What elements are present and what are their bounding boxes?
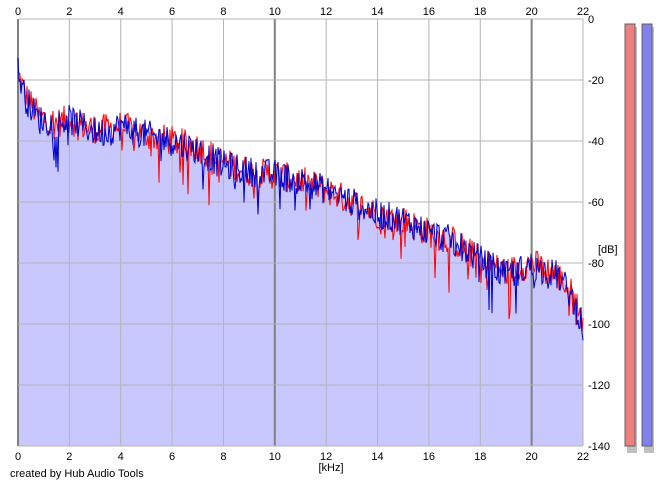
x-tick-label-bottom: 22 [577,451,589,463]
y-tick-label: -20 [588,75,604,87]
x-tick-label-top: 8 [220,6,226,18]
x-tick-label-top: 2 [66,6,72,18]
series-line-2 [17,57,584,341]
series-lines [17,57,584,341]
x-tick-label-top: 10 [269,6,281,18]
x-tick-label-bottom: 16 [423,451,435,463]
y-tick-label: 0 [588,14,594,26]
x-tick-label-bottom: 8 [220,451,226,463]
x-tick-label-bottom: 14 [371,451,383,463]
y-axis-label: [dB] [598,244,618,256]
chart-grid [17,18,584,447]
x-axis-bottom-ticks: 0 2 4 6 8 10 12 14 16 18 20 22 [15,451,589,463]
x-axis-label: [kHz] [318,462,343,474]
x-tick-label-top: 0 [15,6,21,18]
y-axis-ticks: 0 -20 -40 -60 -80 -100 -120 -140 [588,14,610,453]
y-tick-label: -120 [588,380,610,392]
x-tick-label-top: 18 [474,6,486,18]
credit-text: created by Hub Audio Tools [10,468,144,480]
x-tick-label-bottom: 12 [320,451,332,463]
x-tick-label-top: 16 [423,6,435,18]
x-tick-label-top: 6 [169,6,175,18]
x-tick-label-bottom: 0 [15,451,21,463]
x-tick-label-top: 14 [371,6,383,18]
x-tick-label-bottom: 18 [474,451,486,463]
x-tick-label-top: 12 [320,6,332,18]
x-tick-label-bottom: 10 [269,451,281,463]
x-tick-label-top: 22 [577,6,589,18]
y-tick-label: -60 [588,197,604,209]
y-tick-label: -140 [588,441,610,453]
x-tick-label-bottom: 4 [118,451,124,463]
y-tick-label: -100 [588,319,610,331]
x-tick-label-bottom: 6 [169,451,175,463]
y-tick-label: -80 [588,258,604,270]
x-tick-label-top: 4 [118,6,124,18]
x-tick-label-top: 20 [526,6,538,18]
x-axis-top-ticks: 0 2 4 6 8 10 12 14 16 18 20 22 [15,6,589,18]
x-tick-label-bottom: 20 [526,451,538,463]
x-tick-label-bottom: 2 [66,451,72,463]
level-meter-1 [624,23,636,447]
y-tick-label: -40 [588,136,604,148]
level-meters [624,23,654,453]
level-meter-2 [641,23,653,447]
